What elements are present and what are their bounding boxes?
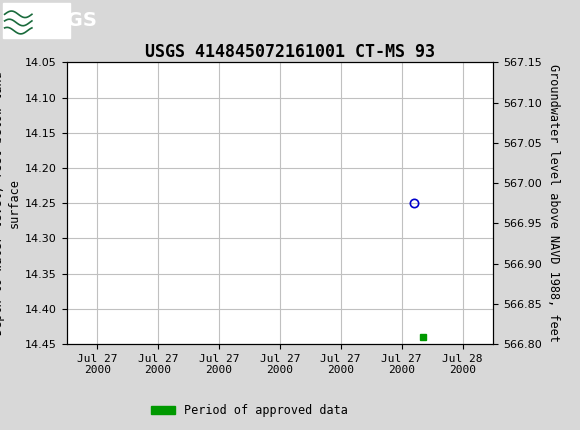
Y-axis label: Groundwater level above NAVD 1988, feet: Groundwater level above NAVD 1988, feet [547,64,560,342]
Text: USGS 414845072161001 CT-MS 93: USGS 414845072161001 CT-MS 93 [145,43,435,61]
Legend: Period of approved data: Period of approved data [146,399,353,422]
Text: USGS: USGS [38,11,97,30]
Bar [3,3,70,37]
Y-axis label: Depth to water level, feet below land
surface: Depth to water level, feet below land su… [0,71,21,335]
